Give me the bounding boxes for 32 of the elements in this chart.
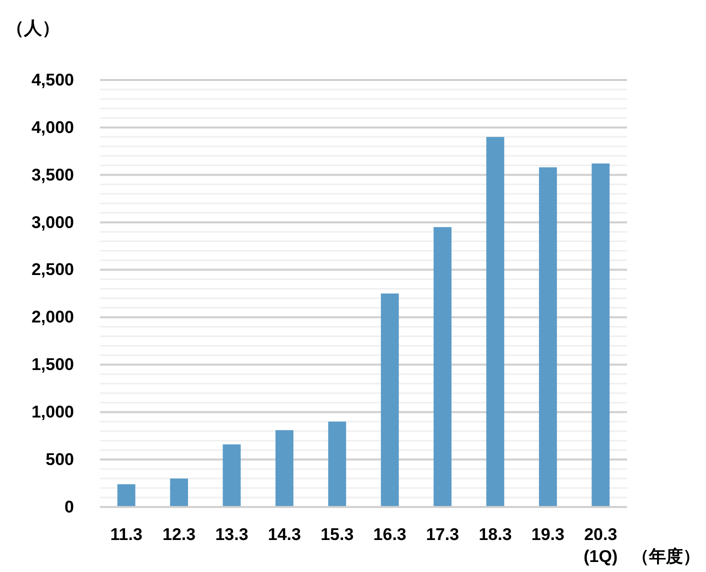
bar [434, 227, 452, 507]
y-tick-label: 3,000 [31, 212, 74, 232]
x-tick-label: 19.3 [531, 525, 564, 544]
x-tick-label: 17.3 [426, 525, 460, 544]
x-tick-label: 14.3 [268, 525, 301, 544]
bar [538, 167, 557, 507]
bar [222, 444, 241, 507]
bar [170, 478, 188, 507]
y-tick-label: 2,000 [31, 308, 74, 327]
y-tick-label: 1,000 [31, 402, 74, 422]
y-axis-title: （人） [6, 18, 60, 38]
y-tick-label: 4,500 [31, 70, 74, 90]
bar [380, 294, 399, 507]
bar [117, 484, 136, 507]
y-tick-label: 3,500 [31, 165, 74, 184]
x-tick-label: 15.3 [320, 525, 354, 544]
y-tick-label: 4,000 [31, 118, 74, 137]
x-axis-title: （年度） [632, 547, 700, 566]
bar [486, 136, 504, 507]
x-tick-label: 20.3 (1Q) [584, 525, 618, 566]
x-tick-label: 18.3 [478, 525, 512, 544]
x-tick-label: 12.3 [162, 525, 196, 544]
y-tick-label: 2,500 [31, 260, 74, 280]
y-tick-label: 1,500 [31, 355, 74, 374]
y-tick-label: 0 [64, 497, 74, 516]
bar [592, 164, 610, 507]
x-tick-label: 13.3 [215, 525, 248, 544]
bar [328, 422, 346, 507]
bar [275, 430, 294, 507]
y-tick-label: 500 [46, 450, 74, 469]
x-tick-label: 16.3 [373, 525, 406, 544]
x-tick-label: 11.3 [110, 525, 142, 544]
